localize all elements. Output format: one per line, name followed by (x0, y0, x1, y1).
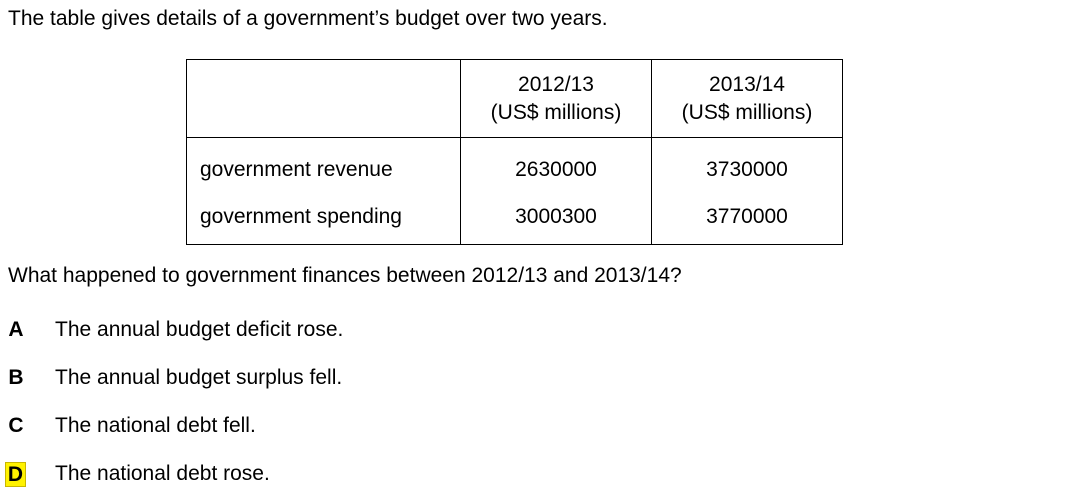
table-row: government spending 3000300 3770000 (186, 193, 843, 245)
cell-revenue-2013-14: 3730000 (651, 137, 843, 193)
option-text: The annual budget surplus fell. (55, 366, 343, 389)
option-text: The annual budget deficit rose. (55, 318, 344, 341)
row-label-spending: government spending (186, 193, 461, 245)
budget-table: 2012/13 (US$ millions) 2013/14 (US$ mill… (186, 59, 843, 245)
option-letter: C (8, 414, 24, 437)
option-letter: B (8, 366, 24, 389)
header-2012-13: 2012/13 (US$ millions) (460, 59, 652, 138)
header-year: 2013/14 (709, 72, 785, 96)
row-label-revenue: government revenue (186, 137, 461, 193)
header-unit: (US$ millions) (681, 100, 813, 124)
option-text: The national debt rose. (55, 462, 270, 485)
header-unit: (US$ millions) (490, 100, 622, 124)
intro-text: The table gives details of a government’… (8, 7, 608, 30)
cell-revenue-2012-13: 2630000 (460, 137, 652, 193)
cell-spending-2013-14: 3770000 (651, 193, 843, 245)
header-empty-cell (186, 59, 461, 138)
option-letter-highlighted: D (5, 462, 26, 487)
cell-spending-2012-13: 3000300 (460, 193, 652, 245)
question-text: What happened to government finances bet… (8, 264, 682, 287)
header-2013-14: 2013/14 (US$ millions) (651, 59, 843, 138)
header-year: 2012/13 (518, 72, 594, 96)
table-row: government revenue 2630000 3730000 (186, 137, 843, 193)
table-header-row: 2012/13 (US$ millions) 2013/14 (US$ mill… (186, 59, 843, 138)
option-letter: A (8, 318, 24, 341)
option-text: The national debt fell. (55, 414, 256, 437)
